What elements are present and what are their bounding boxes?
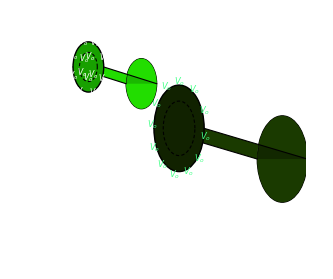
Text: $V_o$: $V_o$ — [189, 84, 200, 96]
Text: $V_o$: $V_o$ — [88, 68, 98, 81]
Polygon shape — [73, 42, 157, 109]
Text: $V_o$: $V_o$ — [149, 142, 160, 154]
Text: $V_o$: $V_o$ — [78, 35, 88, 48]
Text: $V_o$: $V_o$ — [151, 97, 162, 110]
Text: $V_o$: $V_o$ — [199, 105, 210, 117]
Text: $V_o$: $V_o$ — [83, 72, 93, 84]
Text: $V_o$: $V_o$ — [78, 66, 88, 79]
Ellipse shape — [126, 59, 157, 109]
Text: $V_o$: $V_o$ — [200, 130, 211, 143]
Text: $V_o$: $V_o$ — [157, 159, 168, 171]
Text: $V_o$: $V_o$ — [85, 50, 95, 63]
Text: $V_o$: $V_o$ — [194, 152, 205, 165]
Ellipse shape — [73, 42, 104, 92]
Text: $V_o$: $V_o$ — [68, 70, 78, 83]
Text: $V_o$: $V_o$ — [99, 51, 109, 64]
Ellipse shape — [154, 85, 204, 172]
Text: $V_o$: $V_o$ — [169, 168, 180, 181]
Text: $V_o$: $V_o$ — [89, 86, 99, 99]
Text: $V_o$: $V_o$ — [76, 85, 87, 98]
Text: $V_o$: $V_o$ — [79, 52, 89, 65]
Text: $V_o$: $V_o$ — [90, 36, 101, 49]
Text: $V_o$: $V_o$ — [68, 49, 79, 62]
Polygon shape — [154, 85, 307, 202]
Text: $V_o$: $V_o$ — [98, 72, 109, 85]
Text: $V_o$: $V_o$ — [147, 118, 158, 131]
Text: $V_o$: $V_o$ — [174, 75, 185, 88]
Text: $V_o$: $V_o$ — [161, 81, 172, 93]
Ellipse shape — [257, 116, 307, 202]
Text: $V_o$: $V_o$ — [183, 166, 194, 179]
